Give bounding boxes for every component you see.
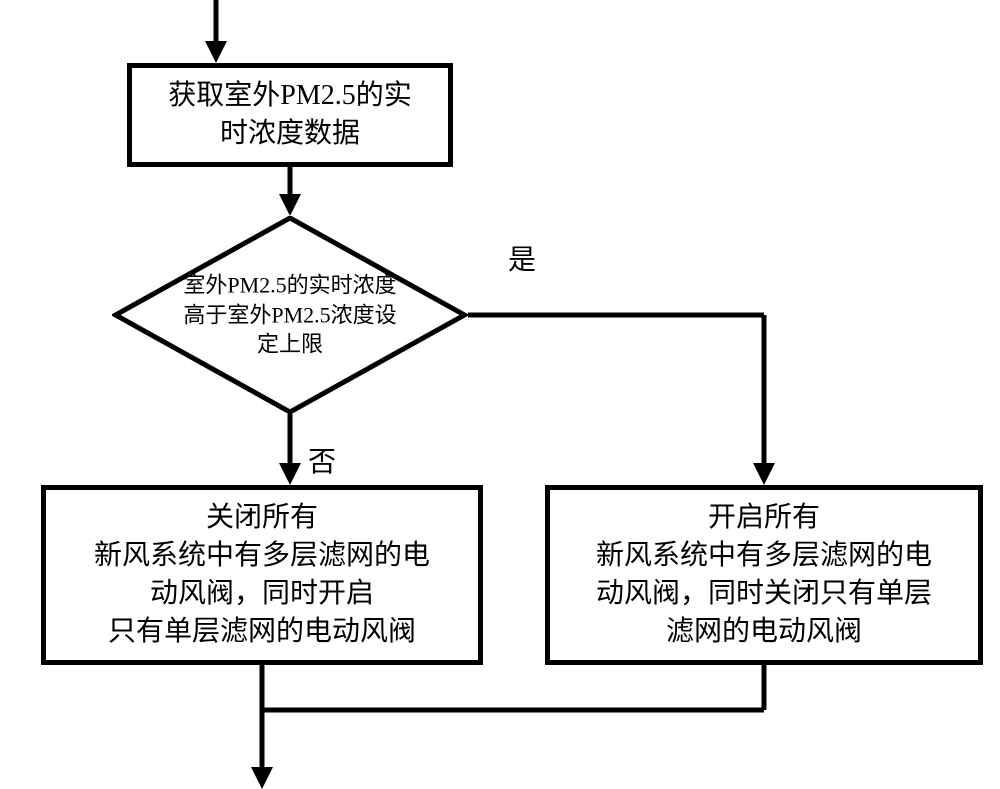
- text-line: 获取室外PM2.5的实: [168, 77, 411, 115]
- text-line: 高于室外PM2.5浓度设: [183, 300, 396, 330]
- process-acquire-pm25: 获取室外PM2.5的实 时浓度数据: [127, 63, 453, 167]
- process-open-multilayer: 开启所有 新风系统中有多层滤网的电 动风阀，同时关闭只有单层 滤网的电动风阀: [545, 485, 983, 665]
- label-yes: 是: [508, 238, 536, 278]
- process-close-multilayer: 关闭所有 新风系统中有多层滤网的电 动风阀，同时开启 只有单层滤网的电动风阀: [41, 485, 483, 665]
- text-line: 开启所有: [596, 499, 932, 537]
- text-line: 定上限: [183, 330, 396, 360]
- flowchart-canvas: 获取室外PM2.5的实 时浓度数据 室外PM2.5的实时浓度 高于室外PM2.5…: [0, 0, 1000, 789]
- text-line: 动风阀，同时开启: [94, 575, 430, 613]
- text-line: 新风系统中有多层滤网的电: [94, 537, 430, 575]
- text-line: 只有单层滤网的电动风阀: [94, 613, 430, 651]
- text-line: 时浓度数据: [168, 115, 411, 153]
- text-line: 关闭所有: [94, 499, 430, 537]
- text-line: 滤网的电动风阀: [596, 613, 932, 651]
- text-line: 室外PM2.5的实时浓度: [183, 270, 396, 300]
- label-no: 否: [308, 440, 336, 480]
- decision-pm25-threshold: 室外PM2.5的实时浓度 高于室外PM2.5浓度设 定上限: [112, 216, 468, 414]
- text-line: 动风阀，同时关闭只有单层: [596, 575, 932, 613]
- text-line: 新风系统中有多层滤网的电: [596, 537, 932, 575]
